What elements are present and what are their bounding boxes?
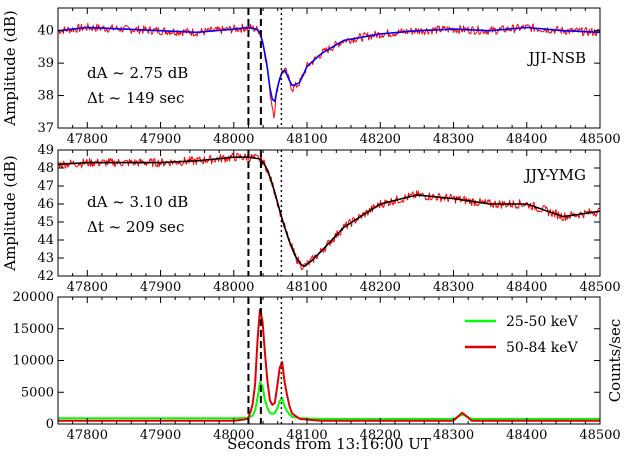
annotation-text: dA ~ 2.75 dB — [87, 64, 188, 82]
series-line-1 — [58, 26, 600, 103]
x-tick-label: 48000 — [213, 280, 254, 295]
x-tick-label: 48400 — [506, 280, 547, 295]
plot-area — [58, 152, 600, 270]
x-tick-label: 48200 — [360, 428, 401, 443]
y-tick-label: 47 — [37, 179, 54, 194]
y-tick-label: 37 — [37, 121, 54, 136]
x-tick-label: 48400 — [506, 132, 547, 147]
x-tick-label: 48500 — [579, 132, 620, 147]
annotation-text: Δt ~ 209 sec — [87, 218, 184, 236]
x-tick-label: 47800 — [67, 280, 108, 295]
y-tick-label: 45 — [37, 215, 54, 230]
y-tick-label: 49 — [37, 143, 54, 158]
plot-area — [58, 308, 600, 422]
y-tick-label: 40 — [37, 24, 54, 39]
x-tick-label: 47800 — [67, 132, 108, 147]
y-axis-title: Amplitude (dB) — [1, 10, 19, 127]
y-tick-label: 46 — [37, 197, 54, 212]
x-tick-label: 48400 — [506, 428, 547, 443]
series-line-0 — [58, 22, 600, 119]
y-tick-label: 0 — [46, 417, 54, 432]
y-tick-label: 10000 — [13, 354, 54, 369]
x-tick-label: 47900 — [140, 428, 181, 443]
panel-jjy-ymg: 47800 47900 48000 48100 48200 48300 48400 48500… — [1, 143, 621, 295]
legend-label: 50-84 keV — [506, 340, 579, 356]
panel-jji-nsb: 47800 47900 48000 48100 48200 48300 48400 48500… — [1, 7, 621, 147]
annotation-text: Δt ~ 149 sec — [87, 89, 184, 107]
x-tick-label: 47900 — [140, 132, 181, 147]
x-tick-label: 48100 — [286, 280, 327, 295]
y-tick-label: 5000 — [21, 385, 54, 400]
plot-frame — [57, 149, 601, 277]
x-tick-label: 48100 — [286, 132, 327, 147]
y-tick-label: 44 — [37, 233, 54, 248]
y-tick-label: 43 — [37, 251, 54, 266]
x-tick-label: 48000 — [213, 132, 254, 147]
annotation-text: dA ~ 3.10 dB — [87, 193, 188, 211]
y-tick-label: 48 — [37, 161, 54, 176]
y-tick-label: 42 — [37, 269, 54, 284]
series-line-0 — [58, 381, 600, 420]
y-axis-title: Amplitude (dB) — [1, 155, 19, 272]
station-label: JJI-NSB — [527, 49, 586, 67]
y-tick-label: 15000 — [13, 322, 54, 337]
station-label: JJY-YMG — [523, 166, 586, 184]
series-line-1 — [58, 308, 600, 422]
x-tick-label: 48500 — [579, 280, 620, 295]
legend-label: 25-50 keV — [506, 314, 579, 330]
y-tick-label: 38 — [37, 89, 54, 104]
panel-counts: 47800 47900 48000 48100 48200 48300 48400 48500… — [13, 290, 624, 453]
x-axis-title: Seconds from 13:16:00 UT — [227, 435, 431, 453]
x-tick-label: 48500 — [579, 428, 620, 443]
x-tick-label: 48300 — [433, 132, 474, 147]
x-tick-label: 48300 — [433, 280, 474, 295]
x-tick-label: 48000 — [213, 428, 254, 443]
x-tick-label: 48100 — [286, 428, 327, 443]
x-tick-label: 48200 — [360, 132, 401, 147]
x-tick-label: 48200 — [360, 280, 401, 295]
y-tick-label: 20000 — [13, 290, 54, 305]
x-tick-label: 47800 — [67, 428, 108, 443]
series-line-1 — [58, 156, 600, 268]
y-tick-label: 39 — [37, 56, 54, 71]
plot-frame — [57, 7, 601, 129]
y-axis-title: Counts/sec — [606, 319, 624, 403]
plot-area — [58, 22, 600, 119]
series-line-0 — [58, 152, 600, 270]
x-tick-label: 48300 — [433, 428, 474, 443]
x-tick-label: 47900 — [140, 280, 181, 295]
